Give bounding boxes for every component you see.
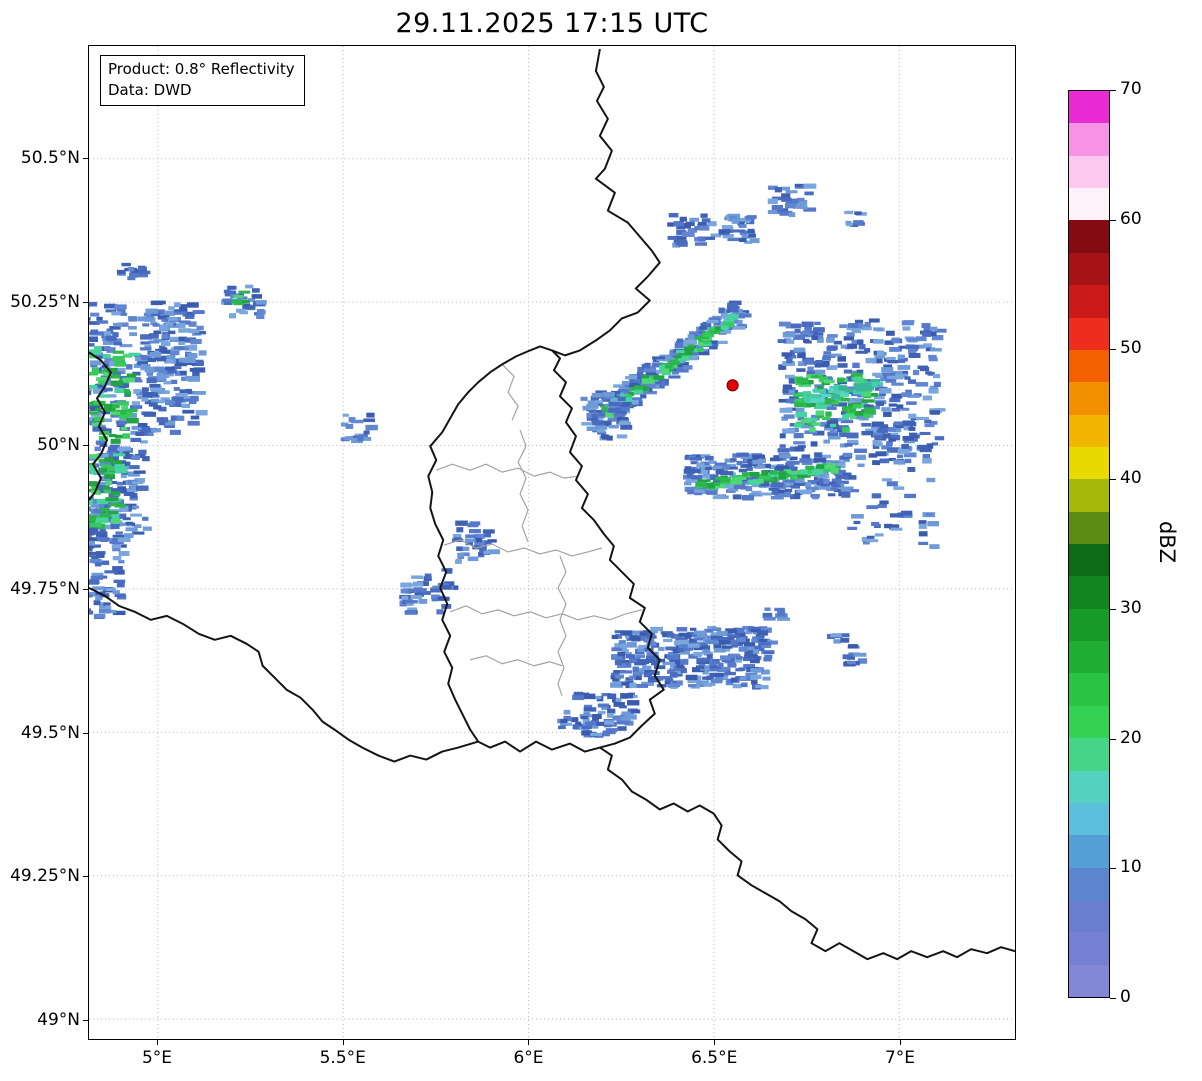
- x-tick-mark: [156, 1040, 158, 1045]
- colorbar-segment: [1069, 834, 1109, 868]
- colorbar-segment: [1069, 187, 1109, 221]
- colorbar-segment: [1069, 575, 1109, 609]
- radar-site-marker: [726, 379, 739, 392]
- country-border: [551, 48, 661, 357]
- y-tick-mark: [83, 588, 88, 590]
- admin-border: [444, 539, 603, 557]
- y-tick-label: 49.5°N: [20, 722, 80, 743]
- admin-border: [450, 605, 642, 621]
- colorbar-segment: [1069, 867, 1109, 900]
- colorbar-segment: [1069, 414, 1109, 447]
- map-panel: Product: 0.8° Reflectivity Data: DWD: [88, 45, 1016, 1040]
- x-tick-label: 5.5°E: [319, 1048, 366, 1068]
- colorbar-tick-label: 30: [1120, 597, 1142, 618]
- colorbar-tick-label: 10: [1120, 857, 1142, 878]
- colorbar-segment: [1069, 673, 1109, 706]
- x-tick-mark: [714, 1040, 716, 1045]
- y-tick-label: 49°N: [37, 1010, 80, 1030]
- admin-border: [501, 363, 519, 421]
- y-tick-label: 50.5°N: [20, 147, 80, 168]
- colorbar: [1068, 90, 1110, 998]
- colorbar-segment: [1069, 317, 1109, 350]
- colorbar-tick-mark: [1110, 868, 1116, 870]
- info-data-line: Data: DWD: [108, 81, 192, 99]
- colorbar-segment: [1069, 640, 1109, 674]
- colorbar-tick-mark: [1110, 738, 1116, 740]
- country-border-layer: [89, 48, 1015, 961]
- grid-layer: [89, 46, 1015, 1039]
- radar-echo-layer: [89, 183, 947, 738]
- admin-border: [557, 555, 567, 696]
- colorbar-tick-label: 70: [1120, 79, 1142, 99]
- x-tick-mark: [342, 1040, 344, 1045]
- colorbar-segment: [1069, 478, 1109, 512]
- colorbar-segment: [1069, 802, 1109, 836]
- colorbar-segment: [1069, 252, 1109, 286]
- y-tick-label: 50°N: [37, 435, 80, 456]
- colorbar-segment: [1069, 931, 1109, 965]
- plot-title: 29.11.2025 17:15 UTC: [395, 8, 709, 39]
- y-tick-mark: [83, 301, 88, 303]
- country-border: [89, 351, 112, 501]
- colorbar-tick-label: 40: [1120, 468, 1142, 489]
- admin-border: [436, 463, 579, 479]
- colorbar-segment: [1069, 381, 1109, 415]
- y-tick-mark: [83, 445, 88, 447]
- x-tick-label: 5°E: [141, 1048, 173, 1068]
- x-tick-label: 6.5°E: [691, 1048, 738, 1068]
- colorbar-segment: [1069, 284, 1109, 318]
- info-product-line: Product: 0.8° Reflectivity: [108, 60, 295, 78]
- colorbar-segment: [1069, 122, 1109, 156]
- y-tick-label: 49.25°N: [10, 866, 80, 887]
- y-tick-mark: [83, 1020, 88, 1021]
- colorbar-segment: [1069, 899, 1109, 933]
- info-box: Product: 0.8° Reflectivity Data: DWD: [100, 55, 305, 106]
- colorbar-tick-mark: [1110, 90, 1116, 91]
- admin-border: [470, 655, 563, 667]
- admin-border-layer: [436, 363, 642, 696]
- colorbar-tick-mark: [1110, 349, 1116, 351]
- y-tick-mark: [83, 732, 88, 734]
- colorbar-tick-mark: [1110, 998, 1116, 999]
- colorbar-segment: [1069, 608, 1109, 642]
- colorbar-segment: [1069, 705, 1109, 739]
- colorbar-segment: [1069, 964, 1109, 997]
- colorbar-segment: [1069, 543, 1109, 577]
- y-tick-label: 49.75°N: [10, 578, 80, 599]
- colorbar-axis-label: dBZ: [1155, 520, 1180, 564]
- x-tick-mark: [528, 1040, 530, 1045]
- colorbar-segment: [1069, 155, 1109, 189]
- colorbar-segment: [1069, 446, 1109, 480]
- colorbar-segment: [1069, 90, 1109, 124]
- x-tick-mark: [899, 1040, 901, 1045]
- colorbar-segment: [1069, 220, 1109, 253]
- admin-border: [517, 430, 529, 543]
- colorbar-tick-mark: [1110, 479, 1116, 481]
- x-tick-label: 6°E: [513, 1048, 544, 1068]
- y-tick-label: 50.25°N: [10, 291, 80, 312]
- country-border: [599, 746, 1015, 961]
- x-tick-label: 7°E: [884, 1048, 915, 1068]
- colorbar-tick-label: 20: [1120, 727, 1142, 748]
- colorbar-tick-label: 50: [1120, 338, 1142, 359]
- colorbar-segment: [1069, 511, 1109, 544]
- colorbar-segment: [1069, 737, 1109, 771]
- colorbar-tick-label: 0: [1120, 987, 1131, 1007]
- colorbar-segment: [1069, 349, 1109, 383]
- y-tick-mark: [83, 157, 88, 159]
- country-border: [427, 345, 665, 753]
- map-canvas: [89, 46, 1015, 1039]
- country-border: [89, 587, 479, 763]
- y-tick-mark: [83, 876, 88, 878]
- colorbar-segment: [1069, 770, 1109, 803]
- colorbar-tick-label: 60: [1120, 208, 1142, 229]
- colorbar-tick-mark: [1110, 608, 1116, 610]
- colorbar-tick-mark: [1110, 219, 1116, 221]
